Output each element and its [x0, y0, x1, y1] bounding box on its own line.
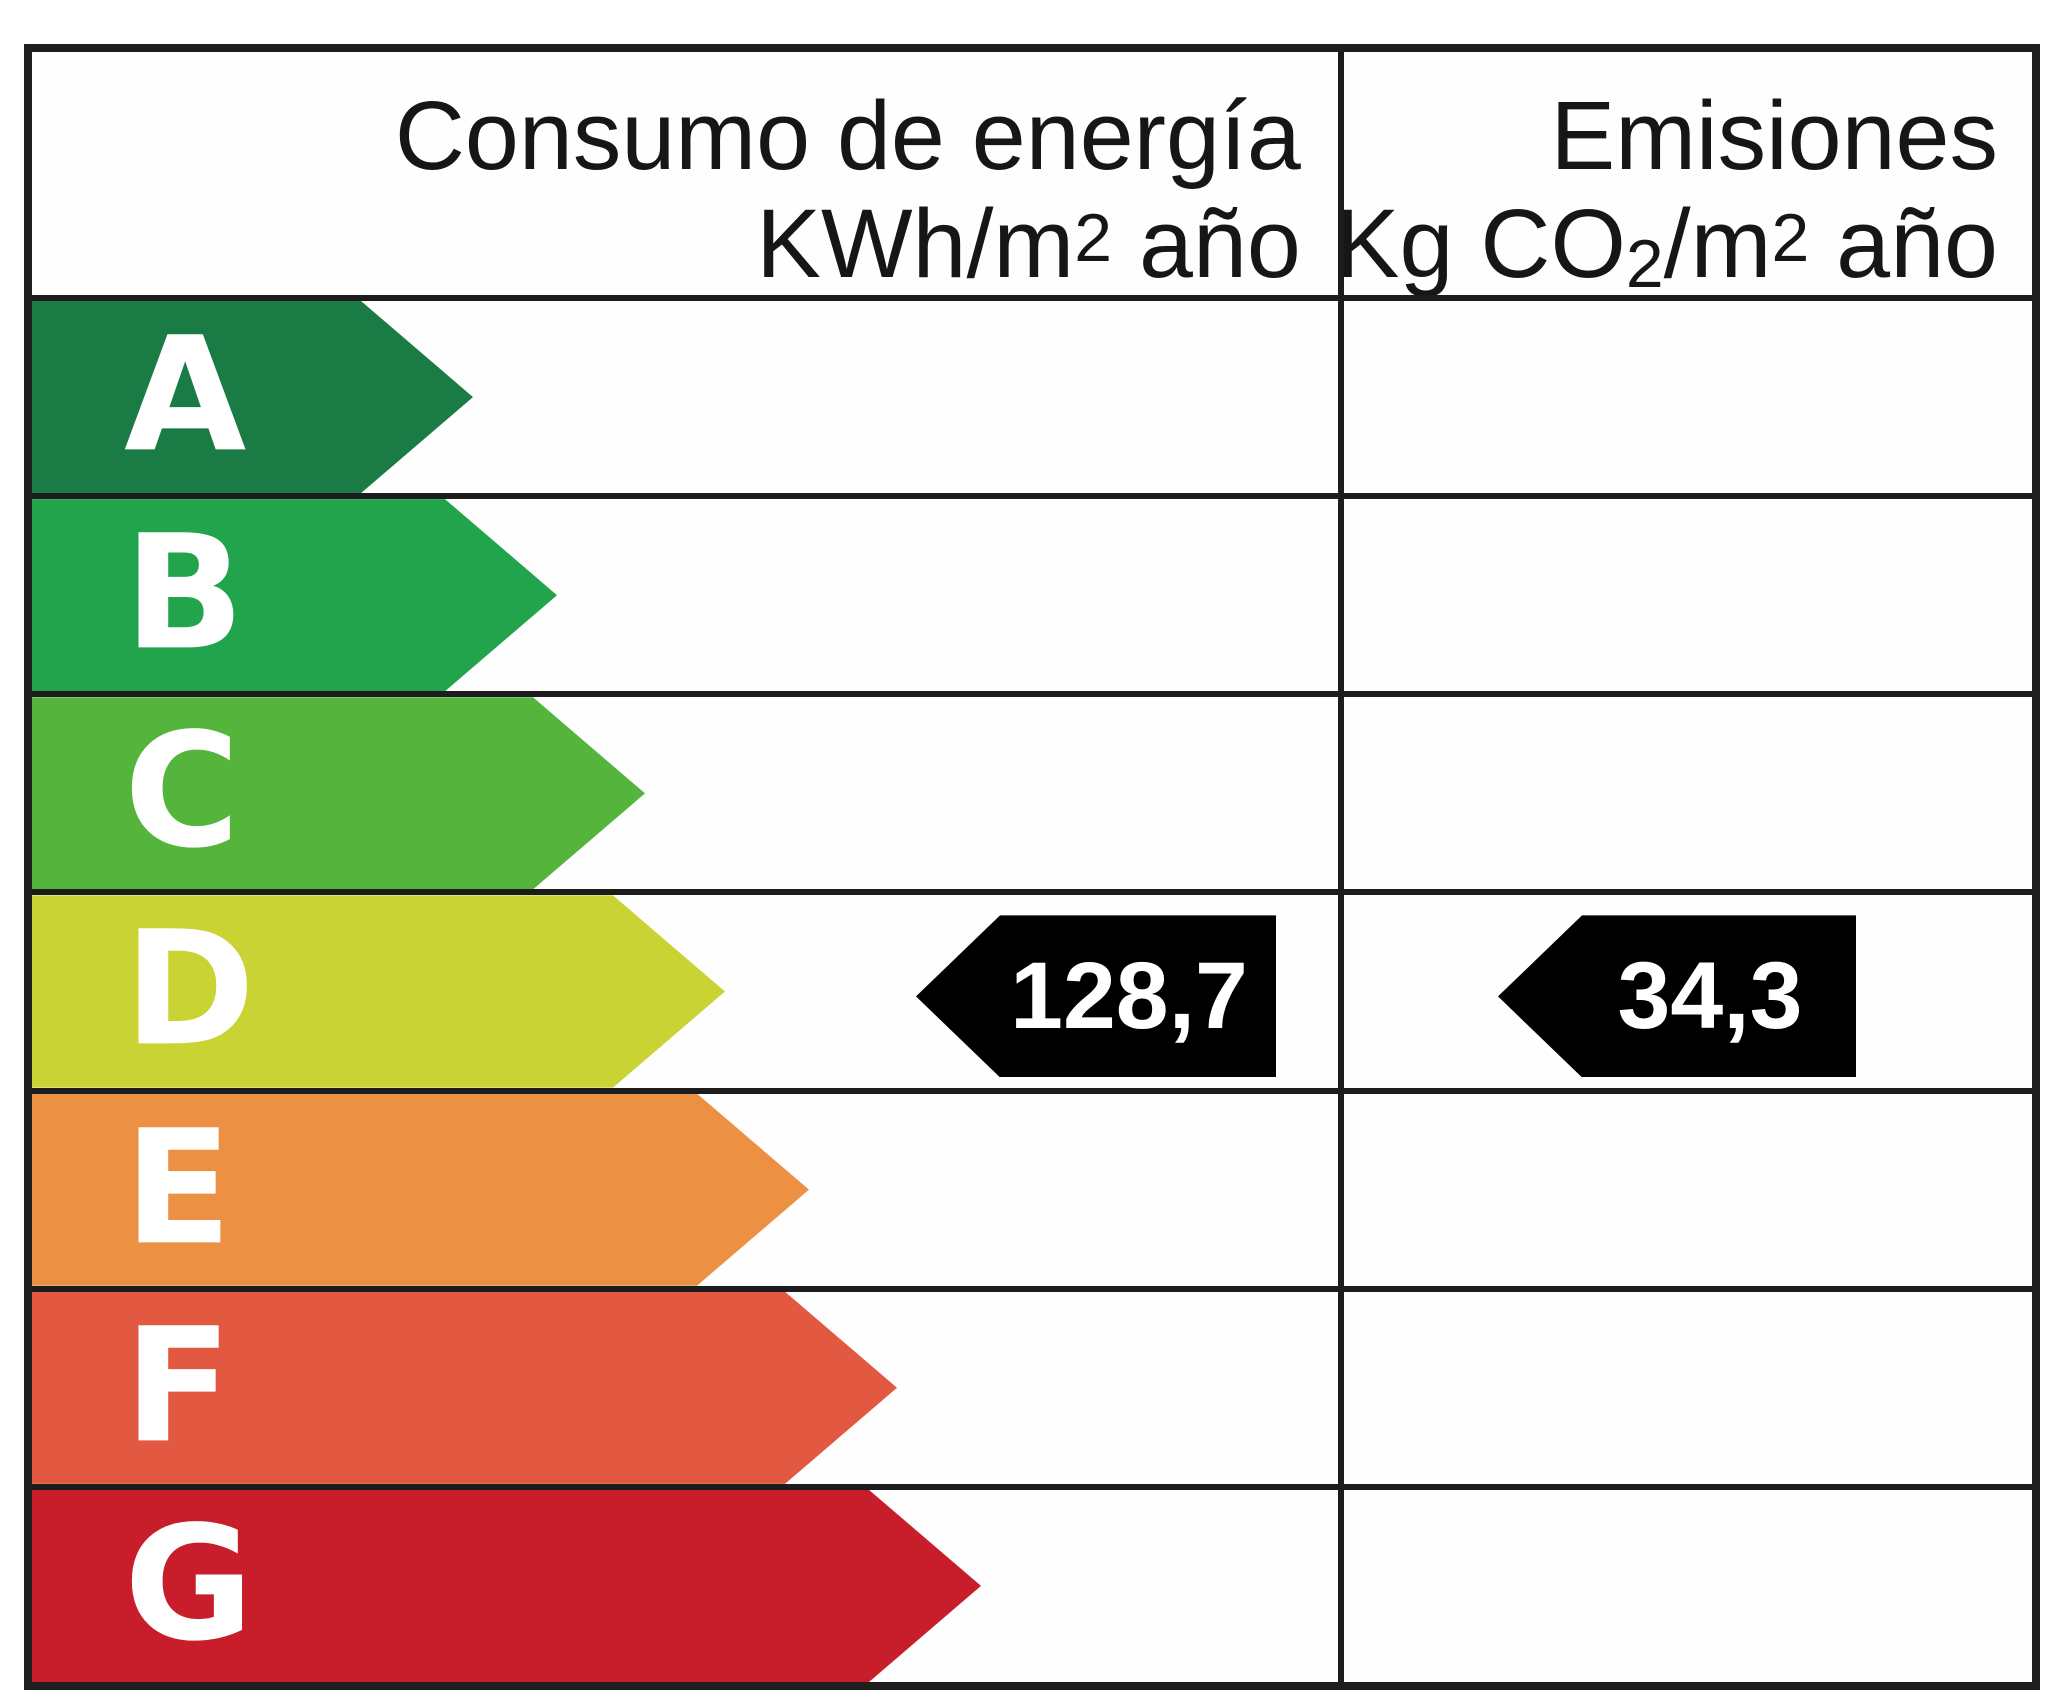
emissions-column-title: Emisiones: [1550, 81, 1998, 190]
rating-arrow-f: F: [32, 1292, 897, 1484]
rating-arrow-g: G: [32, 1490, 981, 1682]
emissions-column-header: Emisiones Kg CO2/m2 año: [1334, 52, 2032, 302]
rating-letter-g: G: [124, 1492, 254, 1677]
rating-letter-c: C: [124, 699, 240, 884]
rating-letter-f: F: [124, 1294, 232, 1479]
superscript-2: 2: [1771, 200, 1810, 276]
emissions-value: 34,3: [1617, 942, 1803, 1049]
energy-efficiency-label: Consumo de energía KWh/m2 año Emisiones …: [24, 44, 2040, 1690]
rating-row-c: C: [32, 691, 2032, 889]
rating-row-d: D 128,7 34,3: [32, 889, 2032, 1087]
energy-column-title: Consumo de energía: [394, 81, 1301, 190]
rating-row-a: A: [32, 295, 2032, 493]
subscript-2: 2: [1625, 226, 1664, 302]
rating-row-f: F: [32, 1285, 2032, 1484]
rating-row-e: E: [32, 1087, 2032, 1286]
rating-letter-b: B: [124, 501, 245, 686]
rating-arrow-b: B: [32, 499, 557, 691]
energy-column-header: Consumo de energía KWh/m2 año: [32, 52, 1335, 298]
rating-row-g: G: [32, 1483, 2032, 1682]
energy-column-unit: KWh/m2 año: [756, 189, 1301, 298]
rating-letter-d: D: [124, 897, 256, 1082]
rating-arrow-a: A: [32, 301, 473, 493]
energy-value-pointer: 128,7: [916, 915, 1276, 1078]
rating-arrow-d: D: [32, 895, 725, 1087]
superscript-2: 2: [1074, 200, 1112, 276]
table-header: Consumo de energía KWh/m2 año Emisiones …: [32, 52, 2032, 302]
rating-row-b: B: [32, 493, 2032, 691]
rating-arrow-e: E: [32, 1094, 809, 1286]
energy-value: 128,7: [1010, 942, 1248, 1049]
emissions-column-unit: Kg CO2/m2 año: [1334, 189, 1998, 302]
rating-arrow-c: C: [32, 697, 645, 889]
column-divider: [1338, 52, 1344, 1682]
emissions-value-pointer: 34,3: [1498, 915, 1856, 1078]
rating-letter-a: A: [124, 303, 247, 488]
rating-letter-e: E: [124, 1096, 232, 1281]
